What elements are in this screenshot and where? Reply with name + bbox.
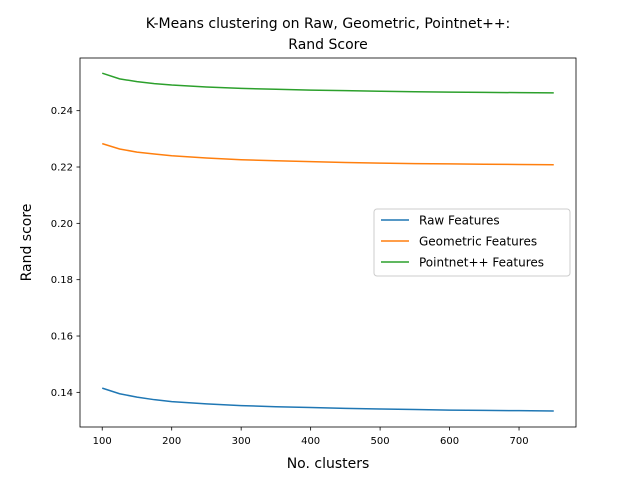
series-line-0: [101, 387, 554, 412]
plot-frame: [79, 57, 577, 428]
series-layer: [101, 72, 554, 412]
x-tick-label: 500: [371, 436, 390, 447]
series-line-1: [102, 142, 554, 166]
y-tick-label: 0.20: [51, 219, 73, 230]
legend-label-1: Geometric Features: [419, 235, 537, 249]
x-tick-label: 600: [440, 436, 459, 447]
series-line-2: [101, 72, 554, 94]
x-axis-label: No. clusters: [287, 456, 370, 472]
x-tick-label: 700: [509, 436, 528, 447]
x-tick-label: 300: [232, 436, 251, 447]
y-axis-label: Rand score: [19, 204, 35, 282]
x-tick-label: 400: [301, 436, 320, 447]
y-tick-label: 0.18: [51, 275, 73, 286]
y-axis-ticks: 0.14 0.16 0.18 0.20 0.22 0.24: [51, 106, 80, 399]
x-tick-label: 200: [162, 436, 181, 447]
y-tick-label: 0.22: [51, 163, 73, 174]
chart-title-line2: Rand Score: [288, 37, 367, 53]
y-tick-label: 0.24: [51, 106, 73, 117]
y-tick-label: 0.16: [51, 332, 73, 343]
x-tick-label: 100: [93, 436, 112, 447]
x-axis-ticks: 100 200 300 400 500 600 700: [93, 427, 529, 447]
legend-box: [373, 208, 571, 277]
chart-title-line1: K-Means clustering on Raw, Geometric, Po…: [146, 16, 511, 32]
legend-label-2: Pointnet++ Features: [419, 256, 544, 270]
y-tick-label: 0.14: [51, 388, 73, 399]
legend: Raw Features Geometric Features Pointnet++…: [373, 208, 571, 277]
legend-label-0: Raw Features: [419, 214, 500, 228]
